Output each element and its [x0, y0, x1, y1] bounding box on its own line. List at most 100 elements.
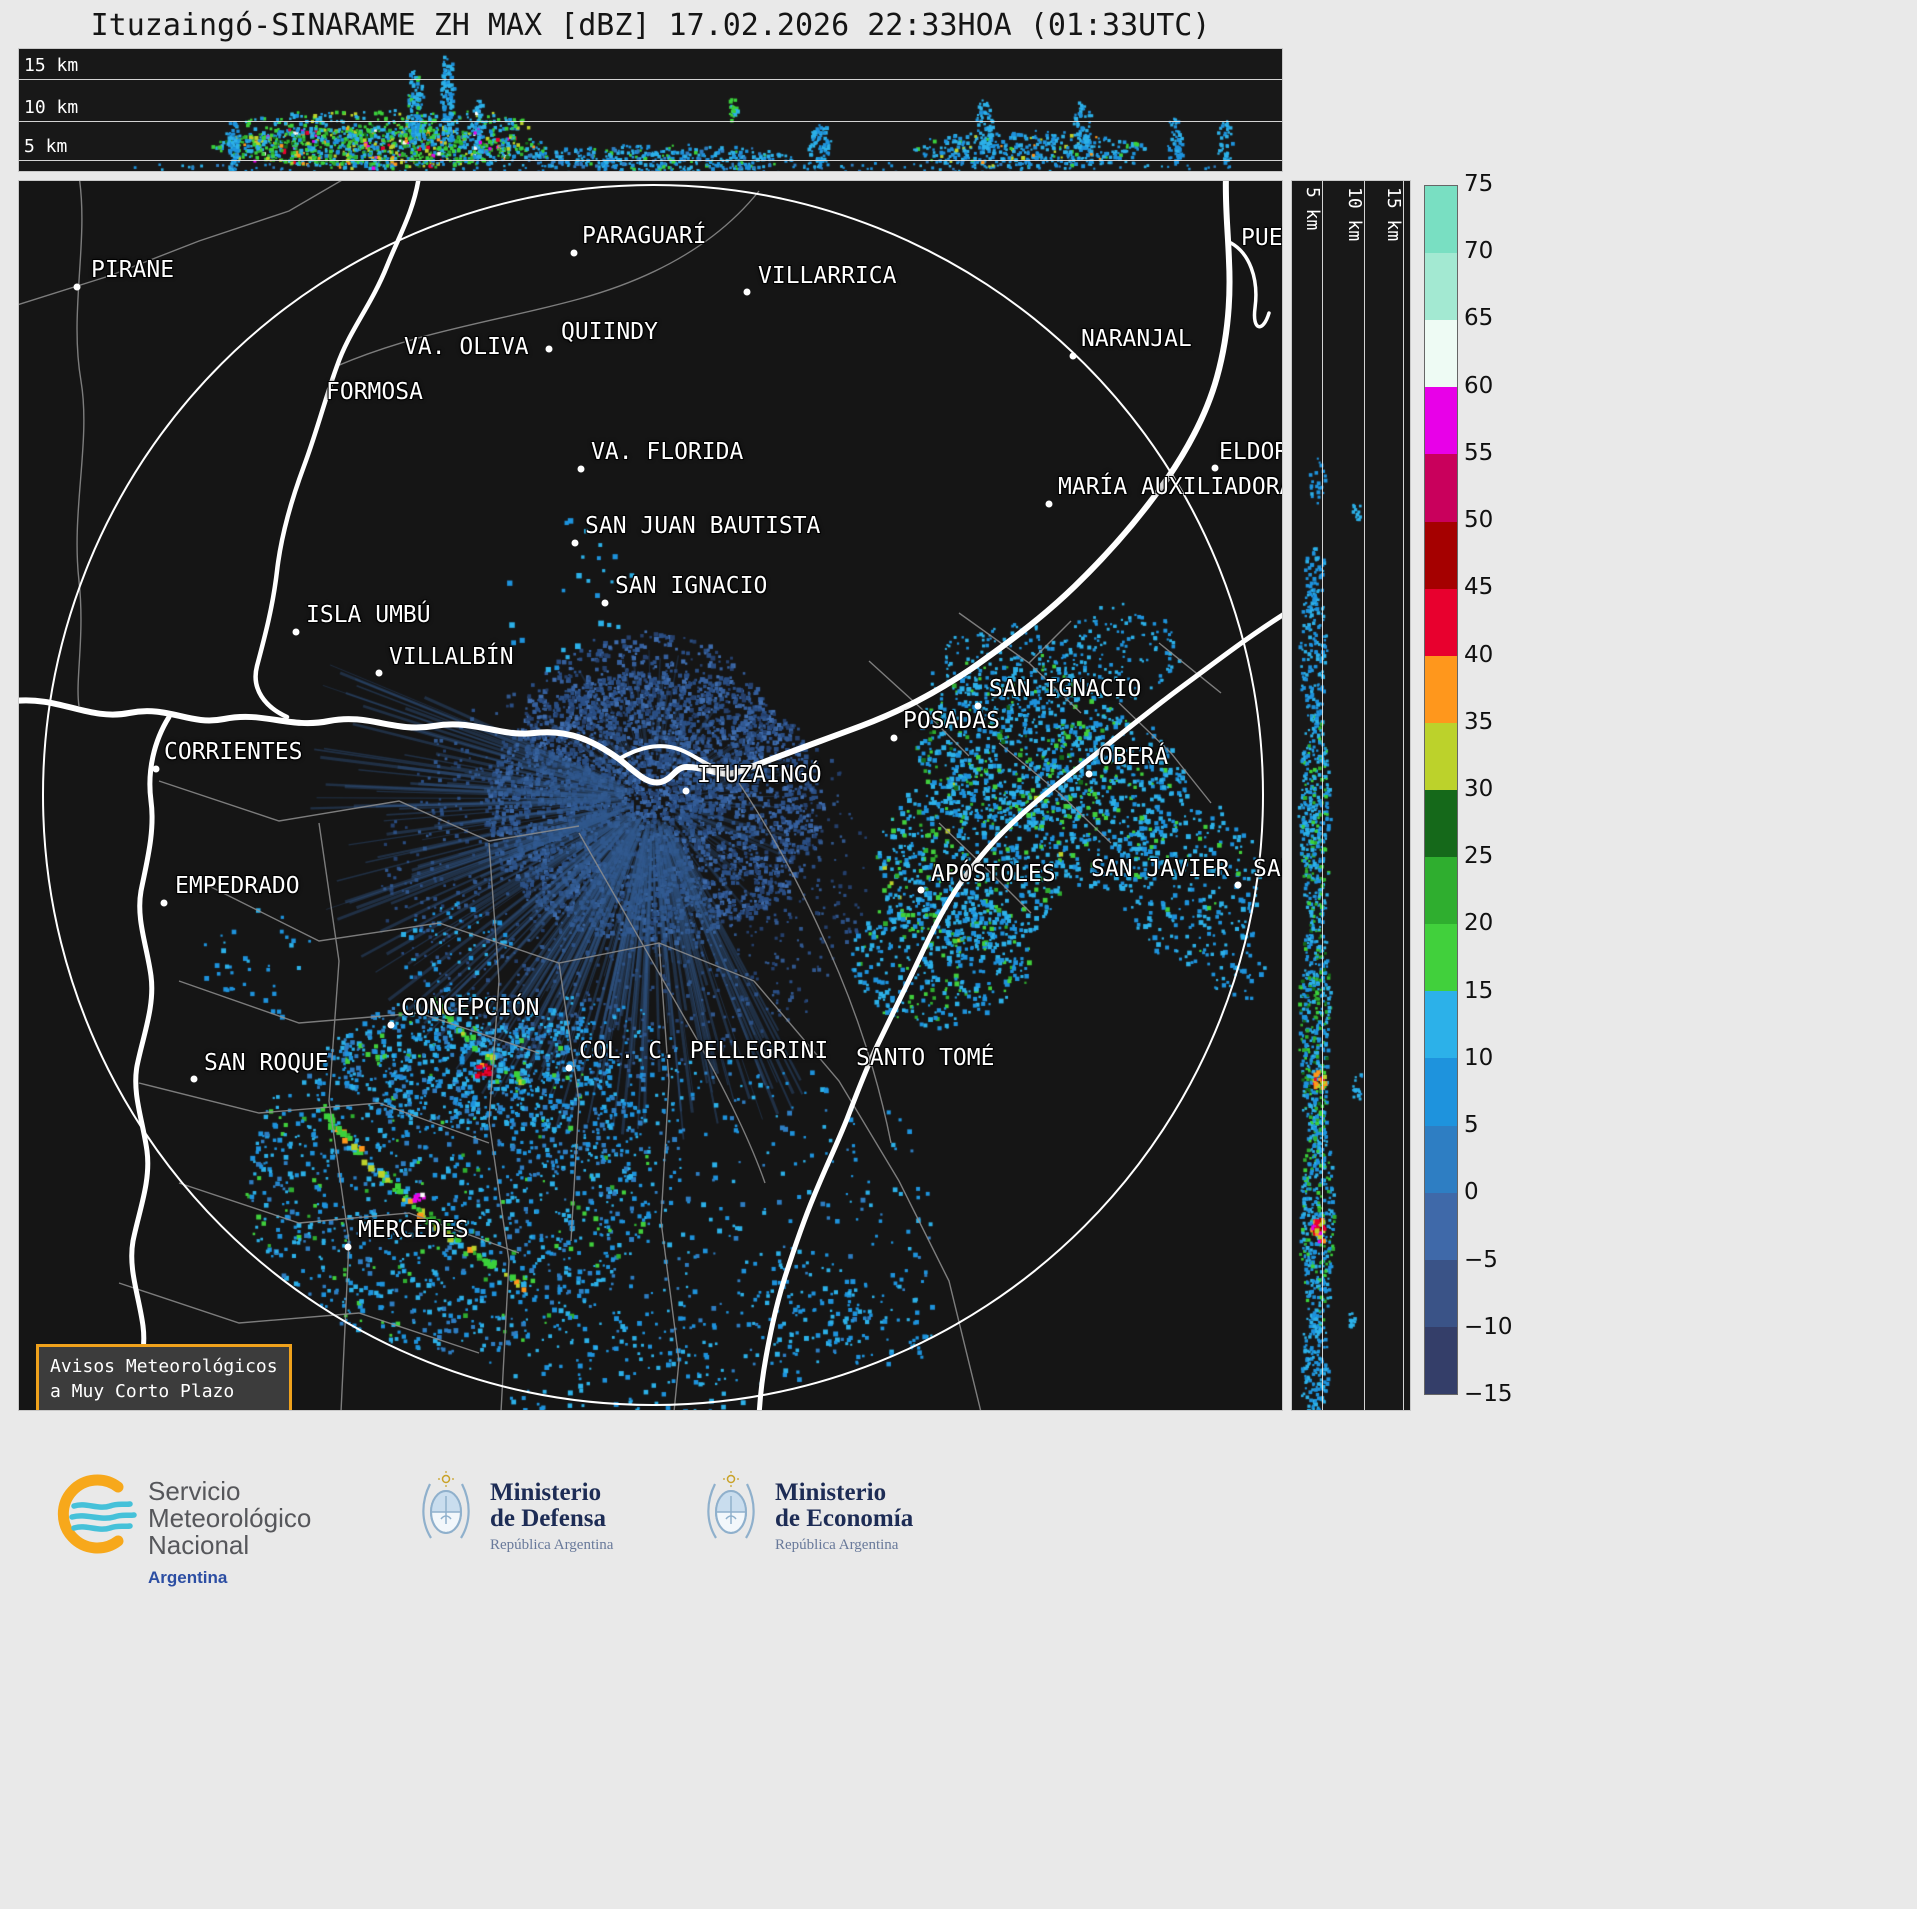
city-label: CONCEPCIÓN — [401, 995, 540, 1021]
smn-line-1: Servicio — [148, 1476, 241, 1506]
colorbar-band — [1425, 722, 1457, 790]
city-label: SANTO TOMÉ — [856, 1045, 995, 1071]
colorbar-tick-label: 60 — [1464, 372, 1494, 399]
notice-line-1: Avisos Meteorológicos — [50, 1356, 278, 1377]
basemap-overlay — [19, 181, 1282, 1410]
ministry-defensa: Ministerio de Defensa República Argentin… — [418, 1470, 613, 1554]
city-dot — [570, 249, 578, 257]
rivers — [19, 181, 1282, 1410]
city-dot — [601, 599, 609, 607]
city-label: VILLALBÍN — [389, 644, 514, 670]
altitude-label: 5 km — [1302, 187, 1323, 231]
colorbar-band — [1425, 186, 1457, 254]
city-dot — [682, 787, 690, 795]
altitude-line — [1322, 181, 1323, 1410]
colorbar-band — [1425, 991, 1457, 1059]
altitude-line — [1403, 181, 1404, 1410]
altitude-label: 10 km — [24, 97, 79, 118]
colorbar-band — [1425, 588, 1457, 656]
city-label: VA. FLORIDA — [591, 439, 744, 465]
city-label: FORMOSA — [326, 379, 423, 405]
cross-section-top-canvas — [19, 49, 1282, 171]
city-dot — [1211, 464, 1219, 472]
city-dot — [890, 734, 898, 742]
city-label: MARÍA AUXILIADORA — [1058, 474, 1283, 500]
colorbar-tick-label: 25 — [1464, 843, 1494, 870]
city-label: SAN IGNACIO — [615, 573, 768, 599]
notice-line-2: a Muy Corto Plazo — [50, 1381, 235, 1402]
colorbar-tick-label: 55 — [1464, 439, 1494, 466]
city-label: PUERTO RICO — [1241, 225, 1283, 251]
city-label: SAN JAVIER — [1091, 856, 1230, 882]
admin-boundaries — [19, 181, 1222, 1410]
city-label: SAN JUAN BAUTISTA — [585, 513, 821, 539]
colorbar-tick-label: 20 — [1464, 910, 1494, 937]
colorbar-tick-label: −15 — [1464, 1381, 1513, 1407]
economia-line-2: de Economía — [775, 1505, 914, 1532]
colorbar-tick-label: −5 — [1464, 1246, 1498, 1273]
colorbar-tick-label: 65 — [1464, 305, 1494, 332]
colorbar-band — [1425, 387, 1457, 455]
colorbar-tick-label: 30 — [1464, 776, 1494, 802]
city-label: PARAGUARÍ — [582, 223, 707, 249]
city-dot — [375, 669, 383, 677]
smn-line-2: Meteorológico — [148, 1503, 312, 1533]
colorbar-tick-labels: 75 70 65 60 55 50 45 40 35 30 25 20 15 10 5 0 −5 −10 −15 — [1464, 171, 1554, 1407]
colorbar-tick-label: 0 — [1464, 1179, 1479, 1206]
city-label: POSADAS — [903, 708, 1000, 734]
city-dot — [565, 1064, 573, 1072]
colorbar-band — [1425, 789, 1457, 858]
city-dot — [160, 899, 168, 907]
colorbar-tick-label: 45 — [1464, 574, 1494, 601]
city-dot — [387, 1021, 395, 1029]
smn-line-3: Nacional — [148, 1530, 250, 1560]
colorbar-tick-label: 40 — [1464, 641, 1494, 668]
defensa-line-2: de Defensa — [490, 1505, 606, 1532]
city-label: ELDORADO — [1219, 439, 1282, 465]
city-label: MERCEDES — [358, 1217, 469, 1243]
cross-section-right-canvas — [1292, 181, 1410, 1410]
economia-line-1: Ministerio — [775, 1479, 887, 1506]
city-dot — [571, 539, 579, 547]
defensa-sub: República Argentina — [490, 1537, 614, 1553]
city-dot — [545, 345, 553, 353]
colorbar-tick-label: 15 — [1464, 977, 1494, 1004]
city-label: ISLA UMBÚ — [306, 602, 431, 628]
colorbar-band — [1425, 521, 1457, 589]
altitude-line — [1364, 181, 1365, 1410]
altitude-label: 15 km — [1383, 187, 1404, 242]
city-label: APÓSTOLES — [931, 861, 1056, 887]
colorbar-band — [1425, 1058, 1457, 1126]
cross-section-top-panel: 15 km 10 km 5 km — [18, 48, 1283, 172]
altitude-line — [19, 121, 1282, 122]
colorbar-tick-label: 75 — [1464, 171, 1494, 197]
colorbar-tick-label: 5 — [1464, 1112, 1479, 1139]
argentina-crest-icon — [422, 1471, 470, 1539]
footer: Servicio Meteorológico Nacional Argentin… — [0, 1462, 1917, 1602]
city-dot — [1069, 352, 1077, 360]
radar-map-panel: PIRANE PARAGUARÍ VILLARRICA QUIINDY VA. OLIV… — [18, 180, 1283, 1411]
altitude-line — [19, 79, 1282, 80]
city-dot — [1085, 770, 1093, 778]
city-dot — [344, 1243, 352, 1251]
smn-wordmark: Servicio Meteorológico Nacional Argentin… — [148, 1478, 311, 1591]
radar-echo-canvas — [19, 181, 1282, 1410]
colorbar-tick-label: 35 — [1464, 708, 1494, 735]
city-dot — [577, 465, 585, 473]
altitude-label: 10 km — [1344, 187, 1365, 242]
ministry-economia: Ministerio de Economía República Argenti… — [703, 1470, 913, 1554]
city-label: SAN — [1253, 856, 1282, 882]
ministry-economia-wordmark: Ministerio de Economía República Argenti… — [775, 1480, 913, 1554]
radar-range-ring — [42, 184, 1264, 1406]
city-dot — [974, 702, 982, 710]
altitude-line — [19, 160, 1282, 161]
colorbar-band — [1425, 1326, 1457, 1394]
city-label: OBERÁ — [1099, 744, 1169, 770]
colorbar-tick-label: 10 — [1464, 1044, 1494, 1071]
city-label: VILLARRICA — [758, 263, 897, 289]
city-label: CORRIENTES — [164, 739, 303, 765]
city-label: ITUZAINGÓ — [697, 762, 822, 788]
colorbar-tick-label: 50 — [1464, 507, 1494, 534]
city-label: SAN IGNACIO — [989, 676, 1142, 702]
city-dot — [1045, 500, 1053, 508]
